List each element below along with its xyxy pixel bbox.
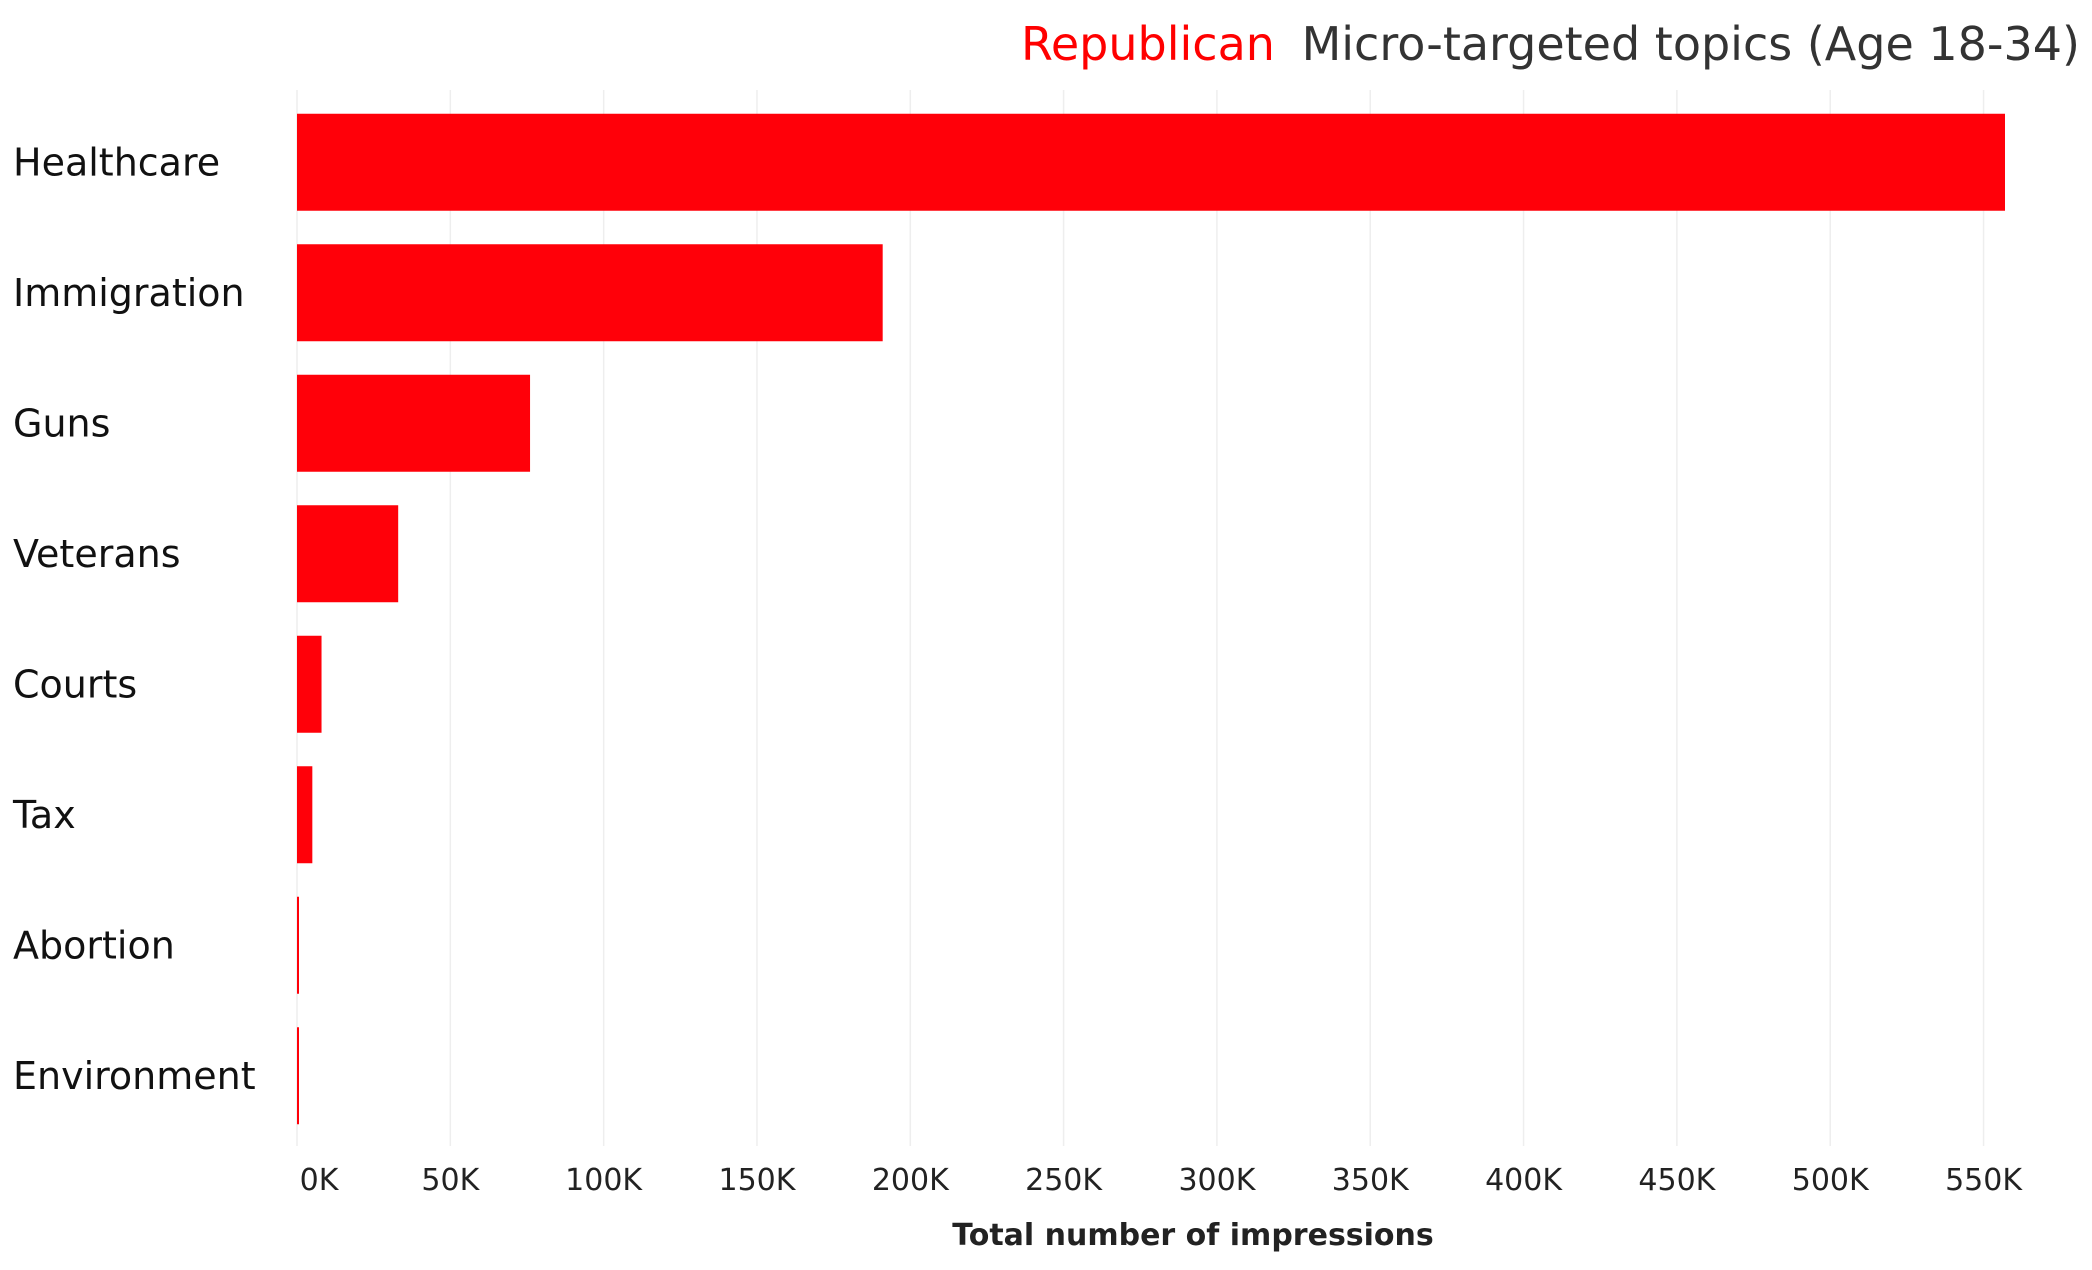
bar-veterans: [297, 505, 399, 603]
bar-guns: [297, 374, 531, 472]
x-tick-label: 250K: [1025, 1163, 1103, 1198]
x-tick-label: 200K: [872, 1163, 950, 1198]
category-label-courts: Courts: [13, 662, 137, 706]
category-label-abortion: Abortion: [13, 923, 175, 967]
chart-title-rest: Micro-targeted topics (Age 18-34): [1302, 17, 2080, 71]
bar-tax: [297, 766, 313, 864]
x-axis-ticks: 0K 50K 100K 150K 200K 250K 300K 350K 400K 450K 500…: [300, 1163, 2024, 1198]
category-label-veterans: Veterans: [13, 532, 181, 576]
bar-courts: [297, 635, 322, 733]
category-label-tax: Tax: [12, 793, 76, 837]
x-tick-label: 0K: [300, 1163, 340, 1198]
x-tick-label: 400K: [1485, 1163, 1563, 1198]
x-tick-label: 50K: [421, 1163, 480, 1198]
x-axis-label: Total number of impressions: [952, 1218, 1434, 1253]
bars: [297, 113, 2005, 1125]
x-tick-label: 500K: [1792, 1163, 1870, 1198]
bar-environment: [297, 1027, 299, 1125]
category-label-guns: Guns: [13, 401, 110, 445]
x-tick-label: 150K: [718, 1163, 796, 1198]
bar-healthcare: [297, 113, 2005, 211]
chart-title-highlight: Republican: [1021, 17, 1275, 71]
category-label-environment: Environment: [13, 1054, 256, 1098]
x-tick-label: 300K: [1178, 1163, 1256, 1198]
x-tick-label: 450K: [1638, 1163, 1716, 1198]
bar-immigration: [297, 244, 883, 342]
chart-title: Republican Micro-targeted topics (Age 18…: [1021, 17, 2080, 71]
x-tick-label: 550K: [1945, 1163, 2023, 1198]
category-labels: Healthcare Immigration Guns Veterans Courts T…: [12, 140, 256, 1098]
category-label-healthcare: Healthcare: [13, 140, 220, 184]
category-label-immigration: Immigration: [13, 271, 245, 315]
bar-abortion: [297, 896, 299, 994]
x-tick-label: 350K: [1332, 1163, 1410, 1198]
x-tick-label: 100K: [565, 1163, 643, 1198]
